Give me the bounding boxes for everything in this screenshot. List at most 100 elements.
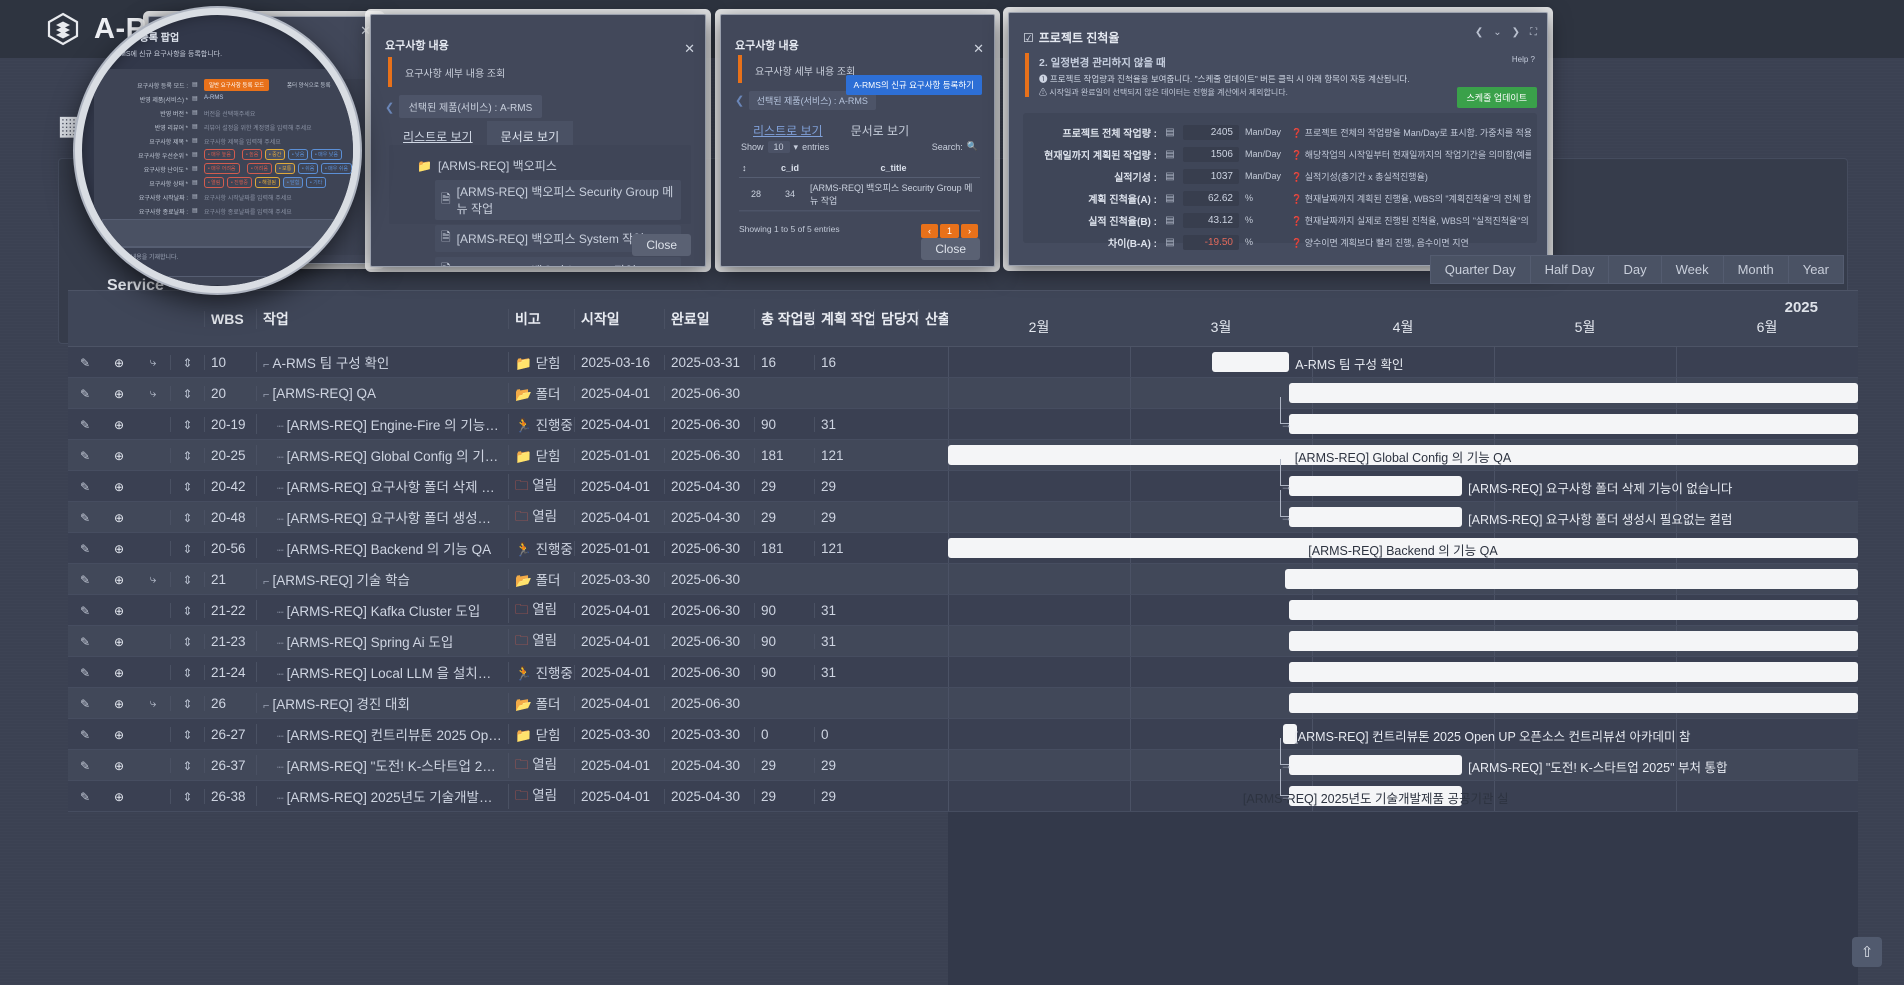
row-edit-button[interactable]: ✎: [68, 448, 102, 463]
table-row[interactable]: ✎ ⊕ ⤷ ⇕ 20 ⌐ [ARMS-REQ] QA 📂 폴더 2025-04-01 2025-0…: [68, 378, 948, 409]
row-sort-handle[interactable]: ⇕: [170, 540, 204, 556]
lens-pill-2[interactable]: • 해결됨: [255, 177, 280, 188]
row-add-button[interactable]: ⊕: [102, 386, 136, 401]
row-sort-handle[interactable]: ⇕: [170, 385, 204, 401]
row-add-button[interactable]: ⊕: [102, 603, 136, 618]
row-add-button[interactable]: ⊕: [102, 417, 136, 432]
modal3-close-button[interactable]: Close: [921, 238, 980, 260]
lens-pill-1[interactable]: • 어려움: [247, 163, 272, 174]
scale-year[interactable]: Year: [1787, 255, 1844, 284]
gantt-bar[interactable]: [948, 445, 1858, 465]
row-sort-handle[interactable]: ⇕: [170, 633, 204, 649]
modal3-search[interactable]: Search: 🔍: [932, 141, 978, 152]
close-icon[interactable]: ✕: [973, 41, 984, 56]
table-row[interactable]: ✎ ⊕ ⇕ 20-56 ┈ [ARMS-REQ] Backend 의 기능 QA 🏃 진행중…: [68, 533, 1027, 564]
gantt-bar[interactable]: [948, 538, 1858, 558]
row-add-button[interactable]: ⊕: [102, 634, 136, 649]
row-edit-button[interactable]: ✎: [68, 665, 102, 680]
lens-mode-template-button[interactable]: 폼터 양식으로 등록: [287, 83, 331, 89]
scale-week[interactable]: Week: [1660, 255, 1723, 284]
lens-field-value[interactable]: 요구사항 시작날짜를 입력해 주세요: [204, 196, 292, 202]
table-row[interactable]: ✎ ⊕ ⇕ 26-38┈[ARMS-REQ] 2025년도 기술개발제품 공공구…🗀 …: [68, 781, 1027, 812]
close-icon[interactable]: ✕: [684, 41, 695, 56]
lens-pill-3[interactable]: • 닫힘: [283, 177, 304, 188]
row-edit-button[interactable]: ✎: [68, 572, 102, 587]
row-sort-handle[interactable]: ⇕: [170, 416, 204, 432]
scroll-to-top-button[interactable]: ⇧: [1852, 937, 1882, 967]
gantt-bar[interactable]: [1289, 662, 1858, 682]
row-edit-button[interactable]: ✎: [68, 479, 102, 494]
close-icon[interactable]: ✕: [360, 23, 371, 38]
gantt-bar[interactable]: [1289, 693, 1858, 713]
row-edit-button[interactable]: ✎: [68, 386, 102, 401]
lens-mode-normal-button[interactable]: 일반 요구사항 등록 모드: [204, 79, 270, 91]
page-prev-button[interactable]: ‹: [920, 224, 938, 238]
row-edit-button[interactable]: ✎: [68, 355, 102, 370]
table-row[interactable]: ✎ ⊕ ⇕ 26-37┈[ARMS-REQ] "도전! K-스타트업 2025" 부처…: [68, 750, 1027, 781]
lens-pill-3[interactable]: • 쉬움: [298, 163, 319, 174]
gantt-bar[interactable]: [1282, 724, 1298, 744]
table-row[interactable]: ✎ ⊕ ⇕ 20-25 ┈ [ARMS-REQ] Global Config 의 기능 Q…: [68, 440, 1042, 471]
lens-field-value[interactable]: 요구사항 종료날짜를 입력해 주세요: [204, 210, 292, 216]
col-c-title[interactable]: c_title: [807, 159, 980, 178]
row-sort-handle[interactable]: ⇕: [170, 664, 204, 680]
page-next-button[interactable]: ›: [961, 224, 978, 238]
row-add-button[interactable]: ⊕: [102, 448, 136, 463]
expand-icon[interactable]: ⛶: [1530, 27, 1537, 38]
lens-pill-2[interactable]: • 보통: [275, 163, 296, 174]
table-row[interactable]: ✎ ⊕ ⤷ ⇕ 10 ⌐ A-RMS 팀 구성 확인 📁 닫힘 2025-03-16 2025-0…: [68, 347, 1042, 378]
lens-field-value[interactable]: A-RMS: [204, 95, 224, 101]
lens-pill-3[interactable]: • 낮음: [288, 149, 309, 160]
row-sort-handle[interactable]: ⇕: [170, 726, 204, 742]
table-row[interactable]: 28 34 [ARMS-REQ] 백오피스 Security Group 메뉴 작업: [739, 177, 980, 211]
lens-pill-0[interactable]: • 열림: [204, 177, 225, 188]
table-row[interactable]: ✎ ⊕ ⇕ 21-23 ┈ [ARMS-REQ] Spring Ai 도입 🗀 열림 2025…: [68, 626, 1027, 657]
scale-quarter-day[interactable]: Quarter Day: [1429, 255, 1530, 284]
row-sort-handle[interactable]: ⇕: [170, 354, 204, 370]
row-indent-button[interactable]: ⤷: [136, 695, 170, 711]
table-row[interactable]: ✎ ⊕ ⇕ 21-22 ┈ [ARMS-REQ] Kafka Cluster 도입 🗀 열림…: [68, 595, 1027, 626]
lens-pill-1[interactable]: • 높음: [242, 149, 263, 160]
table-row[interactable]: ✎ ⊕ ⇕ 20-42┈[ARMS-REQ] 요구사항 폴더 삭제 기능이 없습…🗀 …: [68, 471, 1027, 502]
lens-pill-1[interactable]: • 진행중: [227, 177, 252, 188]
lens-field-value[interactable]: 리뷰어 설정을 위한 계정명을 입력해 주세요: [204, 126, 312, 132]
row-edit-button[interactable]: ✎: [68, 789, 102, 804]
scale-month[interactable]: Month: [1722, 255, 1788, 284]
row-indent-button[interactable]: ⤷: [136, 571, 170, 587]
row-indent-button[interactable]: ⤷: [136, 354, 170, 370]
lens-field-value[interactable]: 버전을 선택해주세요: [204, 112, 256, 118]
chevron-left-icon[interactable]: ❮: [1474, 27, 1484, 38]
row-edit-button[interactable]: ✎: [68, 417, 102, 432]
modal2-close-button[interactable]: Close: [632, 234, 691, 256]
row-sort-handle[interactable]: ⇕: [170, 571, 204, 587]
entries-select[interactable]: 10: [767, 141, 790, 153]
row-sort-handle[interactable]: ⇕: [170, 602, 204, 618]
gantt-bar[interactable]: [1289, 414, 1858, 434]
gantt-bar[interactable]: [1289, 383, 1858, 403]
col-blank[interactable]: ↕: [739, 159, 773, 178]
row-sort-handle[interactable]: ⇕: [170, 695, 204, 711]
table-row[interactable]: ✎ ⊕ ⇕ 20-19 ┈ [ARMS-REQ] Engine-Fire 의 기능 QA 🏃…: [68, 409, 1034, 440]
gantt-bar[interactable]: [1211, 352, 1290, 372]
scale-day[interactable]: Day: [1608, 255, 1661, 284]
tab-list-view[interactable]: 리스트로 보기: [753, 124, 823, 138]
row-add-button[interactable]: ⊕: [102, 541, 136, 556]
tab-doc-view[interactable]: 문서로 보기: [850, 124, 910, 138]
table-row[interactable]: ✎ ⊕ ⇕ 26-27┈[ARMS-REQ] 컨트리뷰톤 2025 Open UP 오…: [68, 719, 1042, 750]
row-sort-handle[interactable]: ⇕: [170, 788, 204, 804]
row-add-button[interactable]: ⊕: [102, 789, 136, 804]
tab-list-view[interactable]: 리스트로 보기: [403, 130, 473, 144]
table-row[interactable]: 6236[ARMS-REQ] 백오피스 Security User / Role…: [739, 210, 980, 212]
row-edit-button[interactable]: ✎: [68, 510, 102, 525]
lens-pill-4[interactable]: • 기타: [306, 177, 327, 188]
row-add-button[interactable]: ⊕: [102, 510, 136, 525]
row-add-button[interactable]: ⊕: [102, 479, 136, 494]
lens-pill-4[interactable]: • 매우 쉬움: [321, 163, 352, 174]
gantt-bar[interactable]: [1289, 755, 1463, 775]
tree-root[interactable]: 📁 [ARMS-REQ] 백오피스: [417, 157, 681, 174]
lens-field-value[interactable]: 요구사항 제목을 입력해 주세요: [204, 140, 281, 146]
row-add-button[interactable]: ⊕: [102, 696, 136, 711]
gantt-bar[interactable]: [1289, 476, 1463, 496]
row-sort-handle[interactable]: ⇕: [170, 447, 204, 463]
tree-item[interactable]: 🗎 [ARMS-REQ] 백오피스 config 작업: [435, 257, 681, 266]
